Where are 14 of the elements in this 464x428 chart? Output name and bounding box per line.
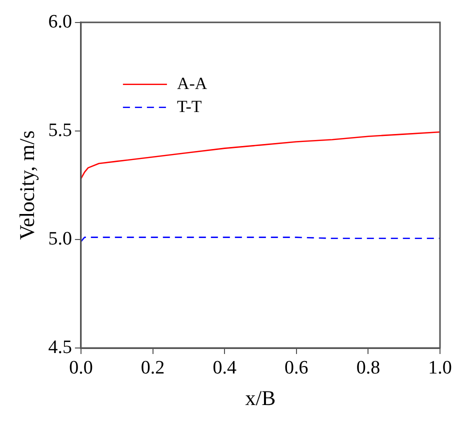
legend-label: T-T (176, 96, 202, 116)
x-tick-label: 0.4 (212, 357, 237, 378)
x-axis-title: x/B (245, 386, 276, 410)
y-tick-label: 6.0 (48, 11, 72, 32)
y-tick-label: 5.5 (48, 120, 72, 141)
y-tick-label: 4.5 (48, 336, 72, 358)
x-tick-label: 0.0 (69, 357, 93, 378)
x-tick-label: 0.6 (284, 357, 308, 378)
y-tick-label: 5.0 (48, 228, 72, 250)
x-tick-label: 0.2 (140, 357, 165, 378)
legend-label: A-A (176, 74, 208, 93)
x-tick-label: 0.8 (356, 357, 380, 378)
x-tick-label: 1.0 (428, 357, 452, 378)
y-axis-title: Velocity, m/s (15, 130, 40, 240)
